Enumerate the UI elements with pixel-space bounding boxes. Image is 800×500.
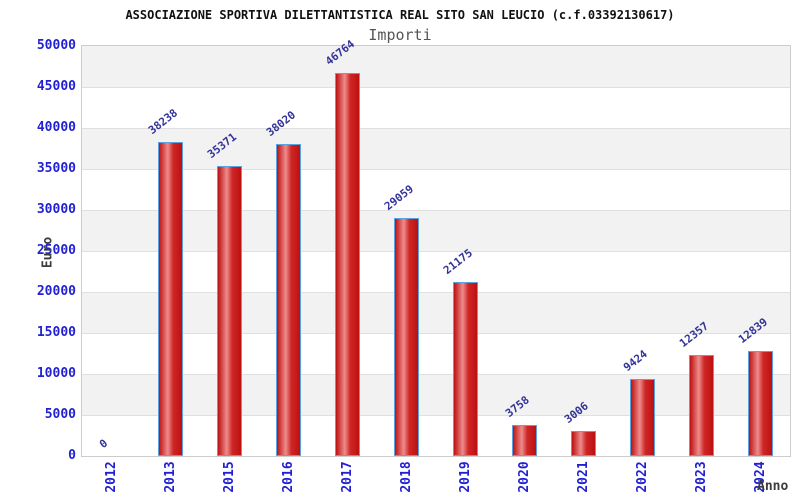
x-tick-label: 2013	[162, 461, 178, 493]
x-tick-label: 2018	[398, 461, 414, 493]
bar	[689, 355, 714, 456]
bar	[512, 425, 537, 456]
bar	[394, 218, 419, 456]
y-tick-label: 35000	[36, 161, 76, 176]
gridline	[82, 128, 790, 129]
x-tick-label: 2015	[221, 461, 237, 493]
y-tick-label: 30000	[36, 202, 76, 217]
bar	[158, 142, 183, 456]
y-tick-label: 5000	[44, 407, 76, 422]
x-tick-label: 2012	[103, 461, 119, 493]
gridline	[82, 210, 790, 211]
x-tick-label: 2017	[339, 461, 355, 493]
grid-band	[82, 210, 790, 251]
chart-title: ASSOCIAZIONE SPORTIVA DILETTANTISTICA RE…	[125, 8, 675, 22]
bar	[748, 351, 773, 456]
y-tick-label: 10000	[36, 366, 76, 381]
y-tick-label: 50000	[36, 38, 76, 53]
grid-band	[82, 333, 790, 374]
x-tick-label: 2016	[280, 461, 296, 493]
gridline	[82, 292, 790, 293]
grid-band	[82, 292, 790, 333]
y-tick-label: 15000	[36, 325, 76, 340]
grid-band	[82, 87, 790, 128]
x-axis-title: Anno	[757, 479, 789, 494]
x-tick-label: 2021	[575, 461, 591, 493]
x-tick-label: 2023	[693, 461, 709, 493]
gridline	[82, 374, 790, 375]
gridline	[82, 415, 790, 416]
bar	[453, 282, 478, 456]
x-tick-label: 2019	[457, 461, 473, 493]
bar	[276, 144, 301, 456]
bar	[630, 379, 655, 456]
y-tick-label: 25000	[36, 243, 76, 258]
x-tick-label: 2020	[516, 461, 532, 493]
gridline	[82, 251, 790, 252]
y-axis-title: Euro	[40, 236, 56, 269]
grid-band	[82, 46, 790, 87]
grid-band	[82, 169, 790, 210]
gridline	[82, 333, 790, 334]
grid-band	[82, 251, 790, 292]
gridline	[82, 169, 790, 170]
y-tick-label: 45000	[36, 79, 76, 94]
y-tick-label: 20000	[36, 284, 76, 299]
chart-subtitle: Importi	[368, 26, 432, 44]
bar	[217, 166, 242, 456]
bar	[335, 73, 360, 456]
plot-area: 0 38238 35371 38020 46764 29059 21175 3758 3006 9…	[81, 37, 791, 457]
grid-band	[82, 128, 790, 169]
gridline	[82, 87, 790, 88]
grid-band	[82, 374, 790, 415]
grid-band	[82, 415, 790, 456]
y-tick-label: 0	[68, 448, 76, 463]
bar	[571, 431, 596, 456]
x-tick-label: 2022	[634, 461, 650, 493]
y-tick-label: 40000	[36, 120, 76, 135]
